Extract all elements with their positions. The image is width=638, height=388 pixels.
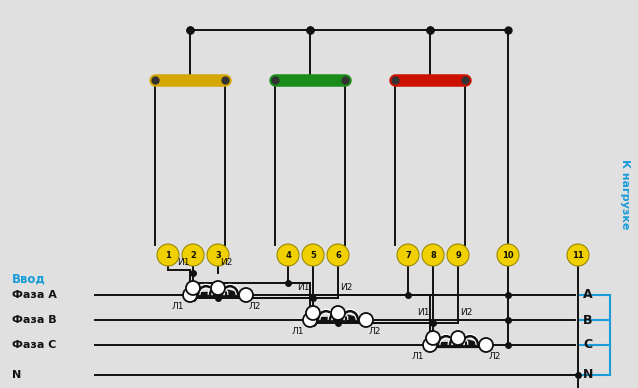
Circle shape bbox=[239, 288, 253, 302]
Text: Ввод: Ввод bbox=[12, 272, 46, 286]
Ellipse shape bbox=[182, 244, 204, 266]
Text: Л2: Л2 bbox=[249, 302, 262, 311]
Circle shape bbox=[451, 331, 465, 345]
Circle shape bbox=[183, 288, 197, 302]
Text: B: B bbox=[583, 314, 593, 326]
Circle shape bbox=[331, 306, 345, 320]
Text: И2: И2 bbox=[460, 308, 472, 317]
Text: 1: 1 bbox=[165, 251, 171, 260]
Text: 7: 7 bbox=[405, 251, 411, 260]
Ellipse shape bbox=[302, 244, 324, 266]
Text: И2: И2 bbox=[340, 283, 352, 292]
Text: 5: 5 bbox=[310, 251, 316, 260]
Text: Фаза C: Фаза C bbox=[12, 340, 56, 350]
Text: 11: 11 bbox=[572, 251, 584, 260]
Ellipse shape bbox=[567, 244, 589, 266]
Text: И1: И1 bbox=[417, 308, 430, 317]
Ellipse shape bbox=[497, 244, 519, 266]
Text: 9: 9 bbox=[455, 251, 461, 260]
Circle shape bbox=[211, 281, 225, 295]
Text: 3: 3 bbox=[215, 251, 221, 260]
Ellipse shape bbox=[422, 244, 444, 266]
Text: A: A bbox=[583, 289, 593, 301]
Ellipse shape bbox=[397, 244, 419, 266]
Circle shape bbox=[186, 281, 200, 295]
Circle shape bbox=[426, 331, 440, 345]
Ellipse shape bbox=[277, 244, 299, 266]
Circle shape bbox=[423, 338, 437, 352]
Text: 6: 6 bbox=[335, 251, 341, 260]
Text: N: N bbox=[12, 370, 21, 380]
Ellipse shape bbox=[207, 244, 229, 266]
Text: 10: 10 bbox=[502, 251, 514, 260]
Ellipse shape bbox=[327, 244, 349, 266]
Text: Л1: Л1 bbox=[172, 302, 184, 311]
Ellipse shape bbox=[157, 244, 179, 266]
Text: C: C bbox=[583, 338, 592, 352]
Text: Л2: Л2 bbox=[489, 352, 501, 361]
Text: К нагрузке: К нагрузке bbox=[620, 159, 630, 229]
Text: 2: 2 bbox=[190, 251, 196, 260]
Text: 4: 4 bbox=[285, 251, 291, 260]
Text: Л1: Л1 bbox=[412, 352, 424, 361]
Circle shape bbox=[303, 313, 317, 327]
Text: Л2: Л2 bbox=[369, 327, 382, 336]
Text: Фаза A: Фаза A bbox=[12, 290, 57, 300]
Circle shape bbox=[479, 338, 493, 352]
Text: N: N bbox=[583, 369, 593, 381]
Text: И1: И1 bbox=[297, 283, 310, 292]
Text: И1: И1 bbox=[177, 258, 190, 267]
Text: Л1: Л1 bbox=[292, 327, 304, 336]
Text: 8: 8 bbox=[430, 251, 436, 260]
Circle shape bbox=[306, 306, 320, 320]
Circle shape bbox=[359, 313, 373, 327]
Ellipse shape bbox=[447, 244, 469, 266]
Text: И2: И2 bbox=[220, 258, 232, 267]
Text: Фаза B: Фаза B bbox=[12, 315, 57, 325]
